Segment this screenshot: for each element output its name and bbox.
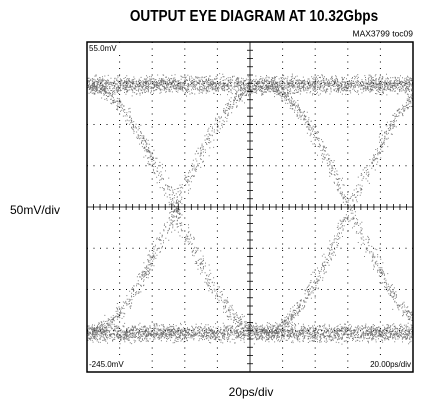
chart-title: OUTPUT EYE DIAGRAM AT 10.32Gbps bbox=[130, 8, 378, 25]
y-axis-label: 50mV/div bbox=[10, 203, 60, 217]
label-bg bbox=[88, 44, 122, 54]
bottom-voltage-label: -245.0mV bbox=[89, 360, 124, 369]
eye-trace bbox=[87, 73, 413, 345]
label-bg bbox=[88, 360, 128, 370]
x-axis-label: 20ps/div bbox=[229, 385, 274, 399]
label-bg bbox=[364, 360, 412, 370]
figure-code: MAX3799 toc09 bbox=[353, 28, 414, 38]
top-voltage-label: 55.0mV bbox=[89, 44, 117, 53]
timebase-label: 20.00ps/div bbox=[370, 360, 411, 369]
